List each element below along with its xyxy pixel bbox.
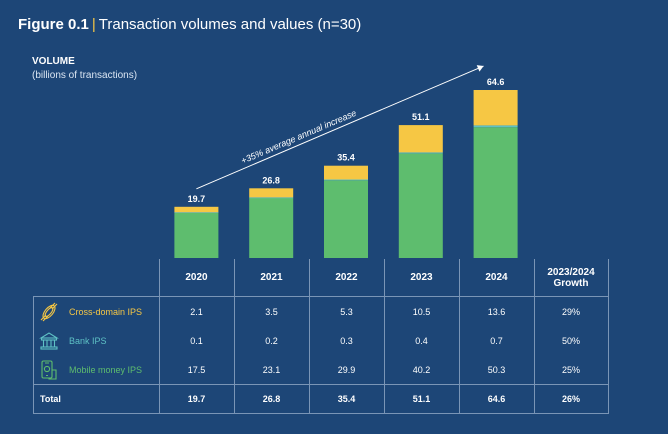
cross-domain-segment-2023 xyxy=(398,125,443,153)
table-cell: 3.5 xyxy=(233,296,309,326)
title-separator: | xyxy=(91,16,96,33)
year-header: 2021 xyxy=(233,259,309,297)
cross-domain-segment-2022 xyxy=(324,165,368,180)
table-row-bank: Bank IPS 0.1 0.2 0.3 0.4 0.7 50% xyxy=(33,326,609,355)
row-label-cell: Bank IPS xyxy=(33,326,159,355)
year-header: 2020 xyxy=(158,259,234,297)
row-label: Mobile money IPS xyxy=(69,364,143,375)
table-cell: 2.1 xyxy=(158,296,234,326)
table-cell: 0.1 xyxy=(158,326,234,355)
table-cell: 40.2 xyxy=(383,355,459,385)
row-label: Cross-domain IPS xyxy=(69,306,143,317)
growth-header-line2: Growth xyxy=(553,277,589,289)
bank-segment-2021 xyxy=(249,197,294,199)
total-cell: 64.6 xyxy=(458,384,534,414)
growth-arrow-line xyxy=(196,65,484,190)
year-header: 2022 xyxy=(308,259,384,297)
table-cell: 23.1 xyxy=(233,355,309,385)
mobile-money-segment-2022 xyxy=(324,180,368,258)
table-cell: 0.3 xyxy=(308,326,384,355)
hand-coins-icon xyxy=(38,301,60,323)
year-header: 2023 xyxy=(383,259,459,297)
cross-domain-segment-2024 xyxy=(473,90,518,126)
table-cell: 0.4 xyxy=(383,326,459,355)
total-label: Total xyxy=(33,384,159,414)
row-label: Bank IPS xyxy=(69,335,107,346)
table-cell: 0.2 xyxy=(233,326,309,355)
bar-total-label-2020: 19.7 xyxy=(188,194,206,204)
growth-arrow-head xyxy=(476,65,484,72)
row-label-cell: Cross-domain IPS xyxy=(33,296,159,326)
total-growth-cell: 26% xyxy=(533,384,609,414)
growth-header-line1: 2023/2024 xyxy=(547,266,595,278)
mobile-money-icon xyxy=(38,359,60,381)
bar-total-label-2022: 35.4 xyxy=(337,153,355,163)
table-cell: 50.3 xyxy=(458,355,534,385)
growth-cell: 50% xyxy=(533,326,609,355)
mobile-money-segment-2020 xyxy=(174,212,219,258)
year-header: 2024 xyxy=(458,259,534,297)
volume-heading: VOLUME xyxy=(32,56,75,67)
cross-domain-segment-2020 xyxy=(174,206,219,213)
mobile-money-segment-2021 xyxy=(249,197,294,258)
bank-segment-2023 xyxy=(398,152,443,154)
data-table: 2020 2021 2022 2023 2024 2023/2024 Growt… xyxy=(33,259,609,414)
table-cell: 10.5 xyxy=(383,296,459,326)
bank-segment-2020 xyxy=(174,212,219,213)
growth-header: 2023/2024 Growth xyxy=(533,259,609,297)
mobile-money-segment-2024 xyxy=(473,127,518,258)
growth-cell: 29% xyxy=(533,296,609,326)
figure-number: Figure 0.1 xyxy=(18,16,89,33)
total-cell: 51.1 xyxy=(383,384,459,414)
table-cell: 13.6 xyxy=(458,296,534,326)
table-row-cross-domain: Cross-domain IPS 2.1 3.5 5.3 10.5 13.6 2… xyxy=(33,296,609,326)
total-cell: 19.7 xyxy=(158,384,234,414)
growth-cell: 25% xyxy=(533,355,609,385)
table-cell: 5.3 xyxy=(308,296,384,326)
table-cell: 0.7 xyxy=(458,326,534,355)
table-row-mobile-money: Mobile money IPS 17.5 23.1 29.9 40.2 50.… xyxy=(33,355,609,385)
bar-total-label-2024: 64.6 xyxy=(487,77,505,87)
table-corner xyxy=(34,259,160,297)
mobile-money-segment-2023 xyxy=(398,153,443,258)
figure-caption: Transaction volumes and values (n=30) xyxy=(98,16,362,33)
bank-icon xyxy=(38,330,60,352)
total-cell: 26.8 xyxy=(233,384,309,414)
bar-total-label-2023: 51.1 xyxy=(412,112,430,122)
table-cell: 17.5 xyxy=(158,355,234,385)
bar-total-label-2021: 26.8 xyxy=(262,175,280,185)
stacked-bar-chart: 19.726.835.451.164.6+35% average annual … xyxy=(174,65,518,258)
table-cell: 29.9 xyxy=(308,355,384,385)
row-label-cell: Mobile money IPS xyxy=(33,355,159,385)
figure-title: Figure 0.1 | Transaction volumes and value… xyxy=(18,16,361,33)
bank-segment-2022 xyxy=(324,179,368,181)
volume-unit: (billions of transactions) xyxy=(32,70,138,81)
table-row-total: Total 19.7 26.8 35.4 51.1 64.6 26% xyxy=(33,384,609,414)
bank-segment-2024 xyxy=(473,125,518,128)
total-cell: 35.4 xyxy=(308,384,384,414)
cross-domain-segment-2021 xyxy=(249,188,294,198)
